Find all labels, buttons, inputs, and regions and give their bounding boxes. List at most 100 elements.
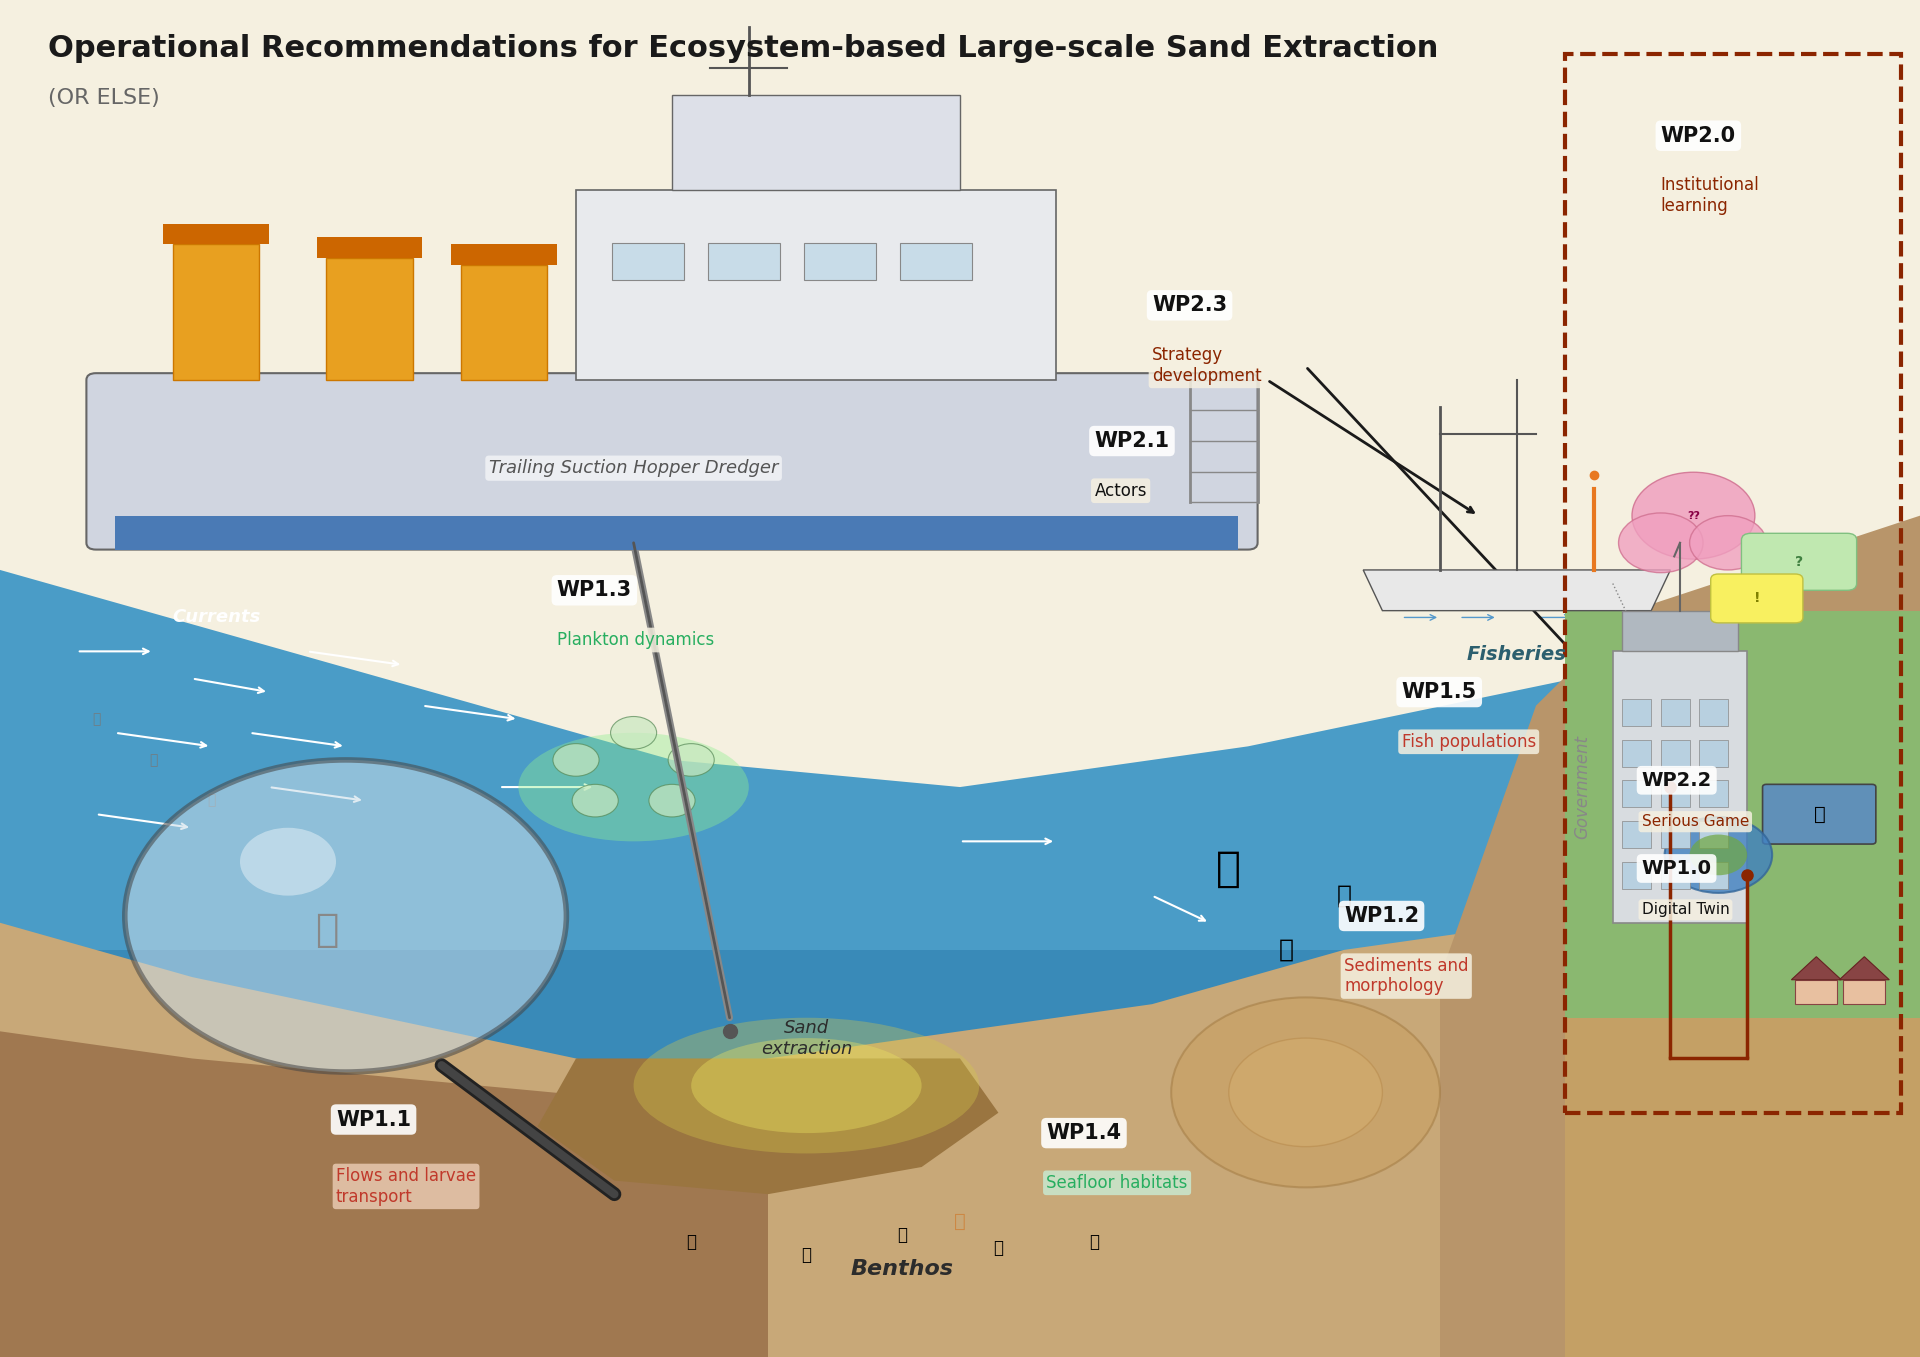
- FancyBboxPatch shape: [1622, 821, 1651, 848]
- FancyBboxPatch shape: [1843, 980, 1885, 1004]
- Text: (OR ELSE): (OR ELSE): [48, 88, 159, 109]
- Text: 🐠: 🐠: [1089, 1232, 1100, 1251]
- Circle shape: [668, 744, 714, 776]
- FancyBboxPatch shape: [900, 243, 972, 280]
- Text: WP2.3: WP2.3: [1152, 296, 1227, 315]
- FancyBboxPatch shape: [1699, 780, 1728, 807]
- Circle shape: [1690, 516, 1766, 570]
- Polygon shape: [1791, 957, 1841, 980]
- Text: 🐟: 🐟: [315, 911, 338, 949]
- FancyBboxPatch shape: [0, 0, 1920, 841]
- Text: Actors: Actors: [1094, 482, 1146, 499]
- Ellipse shape: [518, 733, 749, 841]
- Text: ?: ?: [1795, 555, 1803, 569]
- FancyBboxPatch shape: [163, 224, 269, 244]
- Text: Digital Twin: Digital Twin: [1642, 902, 1730, 917]
- FancyBboxPatch shape: [1699, 699, 1728, 726]
- Circle shape: [1619, 513, 1703, 573]
- FancyBboxPatch shape: [1661, 821, 1690, 848]
- Circle shape: [572, 784, 618, 817]
- FancyBboxPatch shape: [1622, 611, 1738, 651]
- FancyBboxPatch shape: [1741, 533, 1857, 590]
- Circle shape: [1632, 472, 1755, 559]
- Text: Strategy
development: Strategy development: [1152, 346, 1261, 385]
- Circle shape: [649, 784, 695, 817]
- FancyBboxPatch shape: [451, 244, 557, 265]
- Text: 🐟: 🐟: [92, 712, 100, 726]
- FancyBboxPatch shape: [326, 258, 413, 380]
- FancyBboxPatch shape: [1699, 862, 1728, 889]
- Text: WP2.1: WP2.1: [1094, 432, 1169, 451]
- FancyBboxPatch shape: [708, 243, 780, 280]
- Text: 🦐: 🦐: [801, 1246, 812, 1265]
- Text: WP1.3: WP1.3: [557, 581, 632, 600]
- Circle shape: [553, 744, 599, 776]
- Polygon shape: [0, 923, 1920, 1357]
- FancyBboxPatch shape: [1565, 1018, 1920, 1357]
- Circle shape: [1229, 1038, 1382, 1147]
- Text: 🐟: 🐟: [207, 794, 215, 807]
- Circle shape: [611, 716, 657, 749]
- Text: 🌍: 🌍: [1814, 805, 1826, 824]
- Text: WP2.2: WP2.2: [1642, 771, 1713, 790]
- Text: 🐡: 🐡: [1215, 848, 1242, 889]
- Text: WP1.4: WP1.4: [1046, 1124, 1121, 1143]
- Text: 🐚: 🐚: [685, 1232, 697, 1251]
- FancyBboxPatch shape: [1565, 611, 1920, 1086]
- Text: Serious Game: Serious Game: [1642, 814, 1749, 829]
- Polygon shape: [0, 1031, 768, 1357]
- Text: Plankton dynamics: Plankton dynamics: [557, 631, 714, 649]
- Circle shape: [1171, 997, 1440, 1187]
- Text: Trailing Suction Hopper Dredger: Trailing Suction Hopper Dredger: [490, 459, 778, 478]
- FancyBboxPatch shape: [1661, 699, 1690, 726]
- FancyBboxPatch shape: [461, 265, 547, 380]
- Polygon shape: [1440, 516, 1920, 1357]
- FancyBboxPatch shape: [672, 95, 960, 190]
- Text: 🐟: 🐟: [1279, 938, 1294, 962]
- FancyBboxPatch shape: [804, 243, 876, 280]
- FancyBboxPatch shape: [86, 373, 1258, 550]
- FancyBboxPatch shape: [1613, 651, 1747, 923]
- Text: 🦐: 🦐: [1336, 883, 1352, 908]
- FancyBboxPatch shape: [576, 190, 1056, 380]
- Text: WP1.5: WP1.5: [1402, 683, 1476, 702]
- Text: WP1.0: WP1.0: [1642, 859, 1711, 878]
- Text: Institutional
learning: Institutional learning: [1661, 176, 1759, 216]
- FancyBboxPatch shape: [1661, 862, 1690, 889]
- Text: Flows and larvae
transport: Flows and larvae transport: [336, 1167, 476, 1206]
- Circle shape: [125, 760, 566, 1072]
- Polygon shape: [0, 950, 1920, 1357]
- FancyBboxPatch shape: [1622, 699, 1651, 726]
- Text: 🐌: 🐌: [897, 1225, 908, 1244]
- Text: Currents: Currents: [173, 608, 261, 627]
- Text: 🦞: 🦞: [993, 1239, 1004, 1258]
- Text: WP1.2: WP1.2: [1344, 906, 1419, 925]
- FancyBboxPatch shape: [1622, 740, 1651, 767]
- Text: Operational Recommendations for Ecosystem-based Large-scale Sand Extraction: Operational Recommendations for Ecosyste…: [48, 34, 1438, 62]
- Text: Benthos: Benthos: [851, 1259, 954, 1278]
- Text: Fish populations: Fish populations: [1402, 733, 1536, 750]
- FancyBboxPatch shape: [317, 237, 422, 258]
- Ellipse shape: [634, 1018, 979, 1153]
- Polygon shape: [1363, 570, 1670, 611]
- FancyBboxPatch shape: [1699, 740, 1728, 767]
- Polygon shape: [538, 1058, 998, 1194]
- FancyBboxPatch shape: [1795, 980, 1837, 1004]
- FancyBboxPatch shape: [1661, 740, 1690, 767]
- Polygon shape: [1839, 957, 1889, 980]
- Ellipse shape: [691, 1038, 922, 1133]
- Circle shape: [240, 828, 336, 896]
- FancyBboxPatch shape: [173, 244, 259, 380]
- Text: Sediments and
morphology: Sediments and morphology: [1344, 957, 1469, 996]
- FancyBboxPatch shape: [1763, 784, 1876, 844]
- Polygon shape: [0, 570, 1920, 1357]
- FancyBboxPatch shape: [1699, 821, 1728, 848]
- Text: Sand
extraction: Sand extraction: [760, 1019, 852, 1057]
- Text: 🐟: 🐟: [150, 753, 157, 767]
- FancyBboxPatch shape: [115, 516, 1238, 550]
- FancyBboxPatch shape: [1661, 780, 1690, 807]
- Text: !: !: [1753, 592, 1761, 605]
- Text: WP1.1: WP1.1: [336, 1110, 411, 1129]
- FancyBboxPatch shape: [1622, 862, 1651, 889]
- Circle shape: [1665, 817, 1772, 893]
